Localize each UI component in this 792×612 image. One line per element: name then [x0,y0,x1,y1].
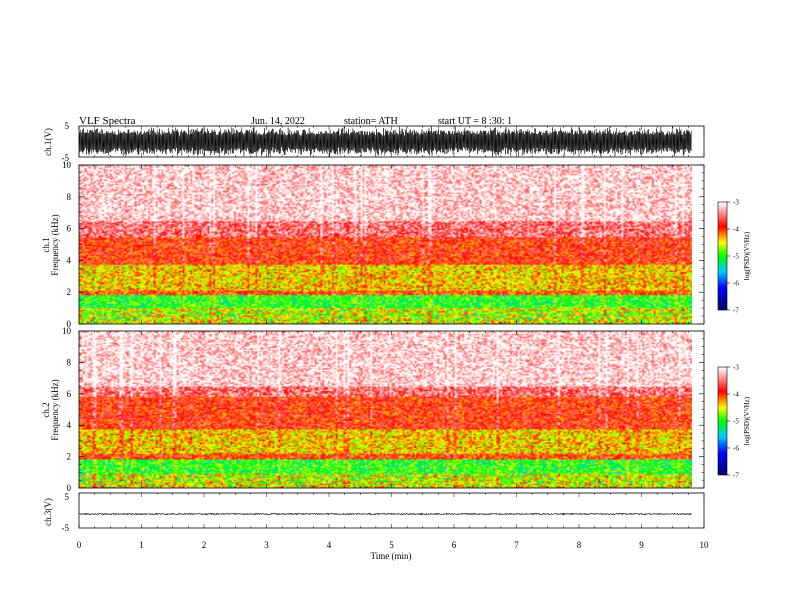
time-tick-label: 3 [264,540,269,550]
ch3-ytick-top: 5 [65,492,70,502]
ch1-ytick-bottom: -5 [62,153,70,163]
ch1-ytick-label: 2 [67,287,72,297]
ch2-colorbar-tick-label: -4 [733,391,739,399]
ch2-colorbar-ticks: -3 -4 -5 -6 -7 [727,364,739,480]
ch1-waveform-ylabel: ch.1(V) [43,128,53,156]
ch3-waveform-panel: 5 -5 ch.3(V) [43,492,705,533]
ch2-ytick-label: 0 [67,483,72,493]
ch2-colorbar-tick-label: -5 [733,418,739,426]
ch1-spectrogram-channel-label: ch.1 [41,237,51,252]
ch1-colorbar-tick-label: -6 [733,280,739,288]
time-tick-label: 4 [327,540,332,550]
figure-title: VLF Spectra [79,115,136,127]
ch2-colorbar-tick-label: -6 [733,445,739,453]
station-label: station= ATH [344,116,398,127]
ch2-colorbar: -3 -4 -5 -6 -7 log(PSD)(V²/Hz) [717,364,751,480]
time-tick-label: 9 [639,540,644,550]
ch1-colorbar-tick-label: -4 [733,226,739,234]
time-tick-label: 2 [202,540,207,550]
time-tick-label: 8 [577,540,582,550]
ch1-colorbar-gradient [718,202,727,310]
ch1-spectrogram-ylabel: Frequency (kHz) [50,214,60,275]
ch1-ytick-label: 4 [67,255,72,265]
date-label: Jun. 14, 2022 [251,116,305,127]
ch1-ytick-label: 6 [67,224,72,234]
ch1-colorbar-label: log(PSD)(V²/Hz) [743,231,751,280]
ch1-waveform-panel: 5 -5 ch.1(V) [43,121,705,163]
time-tick-label: 6 [452,540,457,550]
time-tick-label: 10 [700,540,710,550]
time-axis-label: Time (min) [371,551,412,561]
ch3-waveform-trace [78,512,692,516]
ch1-colorbar-ticks: -3 -4 -5 -6 -7 [727,199,739,315]
ch2-spectrogram-panel: 0 2 4 6 8 10 ch.2 Frequency (kHz) [41,326,705,493]
start-time-label: start UT = 8 :30: 1 [438,116,512,127]
ch3-waveform-ylabel: ch.3(V) [43,498,53,526]
ch2-colorbar-tick-label: -7 [733,472,739,480]
ch1-ytick-label: 8 [67,192,72,202]
ch1-frequency-ticks: 0 2 4 6 8 10 [62,160,704,329]
time-axis: 0 1 2 3 4 5 6 7 8 9 10 [77,126,709,550]
ch2-ytick-label: 4 [67,420,72,430]
ch2-spectrogram-channel-label: ch.2 [41,402,51,417]
ch2-colorbar-tick-label: -3 [733,364,739,372]
ch2-ytick-label: 6 [67,389,72,399]
ch3-waveform-frame [78,492,705,529]
ch2-ytick-label: 2 [67,452,72,462]
ch1-colorbar-tick-label: -3 [733,199,739,207]
ch3-ytick-bottom: -5 [62,523,70,533]
ch1-waveform-trace [78,126,692,157]
time-tick-label: 0 [77,540,82,550]
ch1-colorbar-tick-label: -7 [733,307,739,315]
ch2-spectrogram-image [79,331,692,488]
time-tick-label: 5 [389,540,394,550]
time-tick-label: 1 [139,540,144,550]
ch1-ytick-label: 10 [62,160,72,170]
ch2-colorbar-gradient [718,367,727,475]
ch2-colorbar-label: log(PSD)(V²/Hz) [743,396,751,445]
ch1-ytick-label: 0 [67,319,72,329]
ch1-spectrogram-panel: 0 2 4 6 8 10 ch.1 Frequency (kHz) [41,160,705,329]
ch2-ytick-label: 8 [67,357,72,367]
ch2-ytick-label: 10 [62,326,72,336]
ch1-colorbar-tick-label: -5 [733,253,739,261]
time-tick-label: 7 [514,540,519,550]
ch2-frequency-ticks: 0 2 4 6 8 10 [62,326,704,493]
ch1-colorbar: -3 -4 -5 -6 -7 log(PSD)(V²/Hz) [717,199,751,315]
ch2-spectrogram-ylabel: Frequency (kHz) [50,379,60,440]
ch1-spectrogram-image [79,165,692,324]
ch1-ytick-top: 5 [65,121,70,131]
